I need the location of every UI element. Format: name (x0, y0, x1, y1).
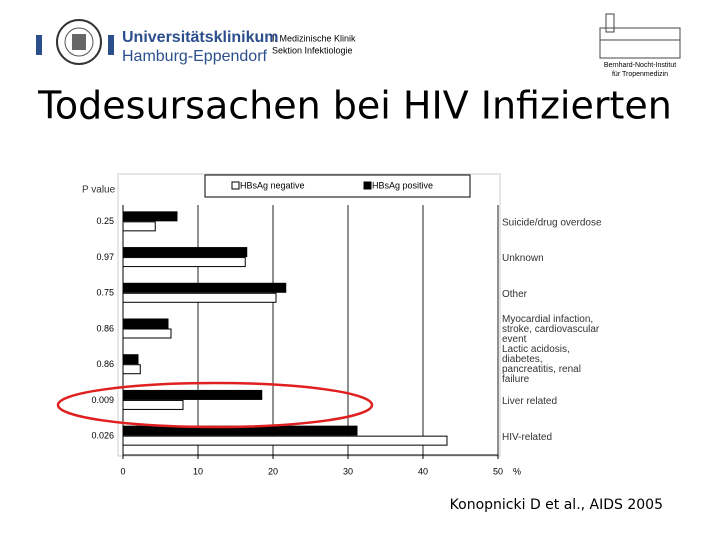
x-tick-label: 50 (493, 466, 503, 476)
x-tick-label: 0 (120, 466, 125, 476)
category-label: Unknown (502, 253, 544, 264)
category-label: HIV-related (502, 432, 552, 443)
bar (122, 282, 287, 293)
legend-label: HBsAg positive (372, 180, 433, 190)
p-value: 0.97 (96, 252, 114, 262)
category-label: Other (502, 289, 528, 300)
x-tick-label: 40 (418, 466, 428, 476)
section: Sektion Infektiologie (272, 45, 353, 55)
institution-sub: Hamburg-Eppendorf (122, 48, 268, 65)
chart-frame (117, 173, 501, 457)
x-tick-label: 20 (268, 466, 278, 476)
y-axis-title: P value (82, 185, 116, 196)
institution: Universitätsklinikum (122, 29, 279, 46)
p-value: 0.009 (91, 395, 114, 405)
category-label: Myocardial infaction, stroke, cardiovasc… (502, 314, 602, 345)
legend-label: HBsAg negative (240, 180, 305, 190)
bar (122, 389, 263, 400)
legend-box (204, 174, 471, 198)
bar (122, 328, 172, 339)
bni-logo (599, 13, 681, 59)
category-label: Liver related (502, 396, 557, 407)
highlight-ellipse (56, 381, 374, 429)
legend-swatch (363, 181, 372, 190)
p-value: 0.86 (96, 359, 114, 369)
p-value: 0.75 (96, 288, 114, 298)
bar (122, 292, 277, 303)
category-label: Suicide/drug overdose (502, 217, 602, 228)
bar (122, 257, 246, 268)
bar (122, 399, 184, 410)
citation: Konopnicki D et al., AIDS 2005 (450, 497, 663, 513)
slide-title: Todesursachen bei HIV Infizierten (37, 84, 672, 128)
bar (122, 354, 139, 365)
p-value: 0.86 (96, 323, 114, 333)
clinic: I. Medizinische Klinik (272, 33, 356, 43)
chart: 0 10 20 30 40 50 % P value HBsAg negative HBsAg p… (82, 174, 602, 476)
x-unit: % (513, 466, 521, 476)
x-tick-label: 30 (343, 466, 353, 476)
legend-swatch (231, 181, 240, 190)
p-value: 0.026 (91, 431, 114, 441)
p-value: 0.25 (96, 216, 114, 226)
bar (122, 211, 178, 222)
category-label: Lactic acidosis, diabetes, pancreatitis,… (502, 344, 584, 385)
bar (122, 247, 248, 258)
institute-line1: Bernhard-Nocht-Institut (604, 62, 676, 69)
bar (122, 435, 448, 446)
uke-logo (36, 19, 114, 65)
bar (122, 318, 169, 329)
bar (122, 364, 141, 375)
x-tick-label: 10 (193, 466, 203, 476)
bar (122, 221, 156, 232)
institute-line2: für Tropenmedizin (612, 71, 668, 78)
